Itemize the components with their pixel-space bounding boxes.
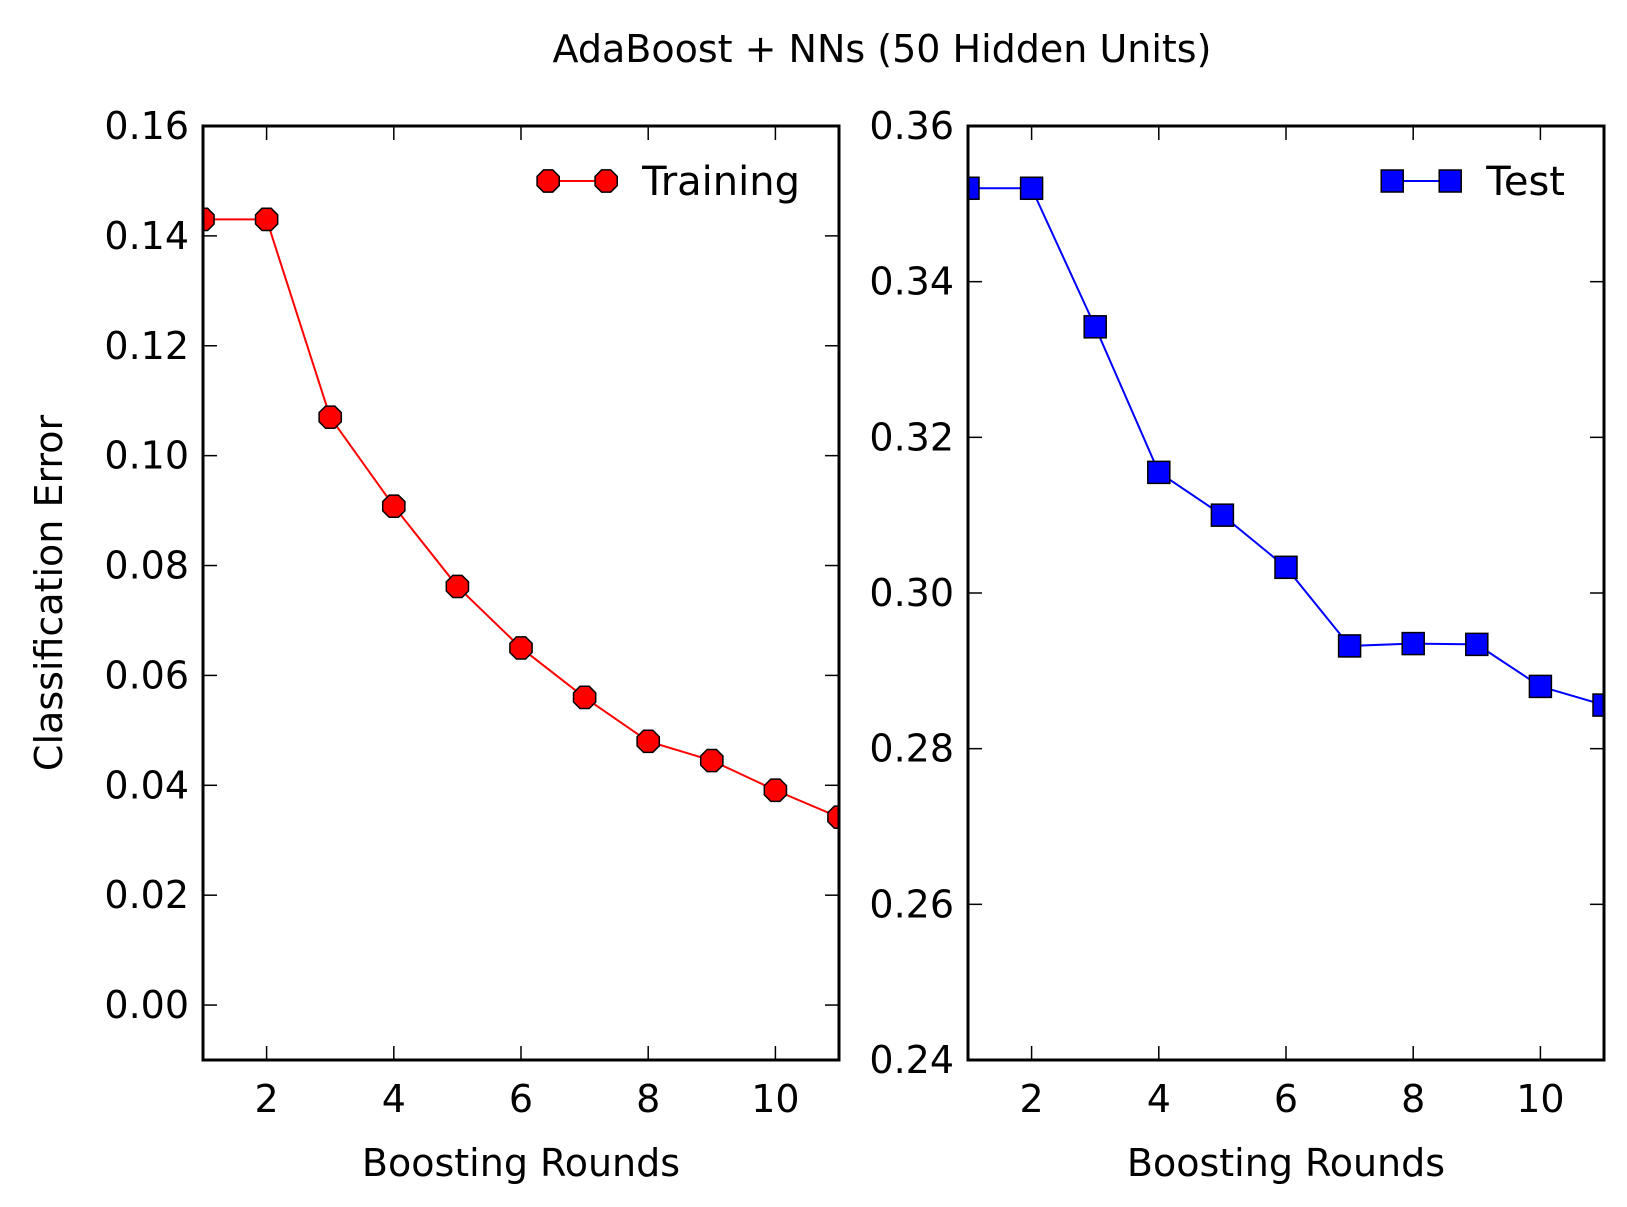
data-point xyxy=(381,494,406,519)
x-tick-label: 10 xyxy=(751,1077,799,1121)
legend-marker xyxy=(594,169,618,193)
data-point xyxy=(1019,176,1044,201)
data-point xyxy=(254,207,279,232)
legend-label: Training xyxy=(641,159,800,205)
x-axis-label: Boosting Rounds xyxy=(362,1141,680,1185)
data-point xyxy=(636,729,661,754)
y-tick-label: 0.12 xyxy=(104,324,189,368)
y-tick-label: 0.32 xyxy=(869,415,954,459)
data-point xyxy=(445,574,470,599)
data-point xyxy=(509,636,533,660)
x-tick-label: 10 xyxy=(1516,1077,1564,1121)
axes-frame xyxy=(966,124,1606,1062)
legend-marker xyxy=(536,169,560,193)
legend: Test xyxy=(1380,159,1565,205)
y-tick-label: 0.24 xyxy=(869,1038,954,1082)
x-tick-label: 2 xyxy=(1020,1077,1044,1121)
x-tick-label: 6 xyxy=(1274,1077,1298,1121)
data-point xyxy=(1592,693,1604,717)
data-point xyxy=(699,748,724,773)
y-tick-label: 0.04 xyxy=(104,763,189,807)
figure-title: AdaBoost + NNs (50 Hidden Units) xyxy=(553,27,1212,71)
x-tick-label: 2 xyxy=(255,1077,279,1121)
y-tick-label: 0.30 xyxy=(869,571,954,615)
y-tick-label: 0.06 xyxy=(104,653,189,697)
legend-label: Test xyxy=(1485,159,1565,205)
x-axis-label: Boosting Rounds xyxy=(1127,1141,1445,1185)
y-tick-label: 0.36 xyxy=(869,104,954,148)
y-tick-label: 0.10 xyxy=(104,434,189,478)
x-tick-label: 8 xyxy=(636,1077,660,1121)
data-point xyxy=(203,207,215,232)
test-error-plot: 0.24 0.26 0.28 0.30 0.32 0.34 0.36 2 4 6 8 10 Boosti… xyxy=(869,104,1606,1185)
x-tick-label: 4 xyxy=(382,1077,406,1121)
data-point xyxy=(572,685,597,710)
legend-marker xyxy=(1380,169,1404,193)
legend: Training xyxy=(536,159,800,205)
data-point xyxy=(1528,674,1553,699)
legend-marker xyxy=(1438,169,1462,193)
data-point xyxy=(1147,460,1171,485)
axes-frame xyxy=(201,124,841,1062)
y-tick-label: 0.00 xyxy=(104,983,189,1027)
y-axis-label: Classification Error xyxy=(27,415,71,772)
y-tick-label: 0.34 xyxy=(869,260,954,304)
x-tick-label: 4 xyxy=(1147,1077,1171,1121)
training-error-plot: 0.00 0.02 0.04 0.06 0.08 0.10 0.12 0.14 0.16 2 4 6 8… xyxy=(27,104,841,1185)
y-tick-label: 0.08 xyxy=(104,544,189,588)
data-point xyxy=(1337,634,1362,658)
data-point xyxy=(763,778,788,803)
y-tick-label: 0.16 xyxy=(104,104,189,148)
data-point xyxy=(1401,631,1425,656)
data-point xyxy=(968,176,980,201)
data-point xyxy=(318,405,343,430)
y-tick-label: 0.26 xyxy=(869,882,954,926)
data-point xyxy=(1274,555,1298,580)
x-tick-label: 6 xyxy=(509,1077,533,1121)
data-point xyxy=(827,805,839,829)
data-point xyxy=(1083,315,1107,339)
x-tick-label: 8 xyxy=(1401,1077,1425,1121)
y-tick-label: 0.02 xyxy=(104,873,189,917)
data-point xyxy=(1465,632,1489,657)
data-point xyxy=(1210,503,1235,527)
y-tick-label: 0.14 xyxy=(104,214,189,258)
y-tick-label: 0.28 xyxy=(869,727,954,771)
